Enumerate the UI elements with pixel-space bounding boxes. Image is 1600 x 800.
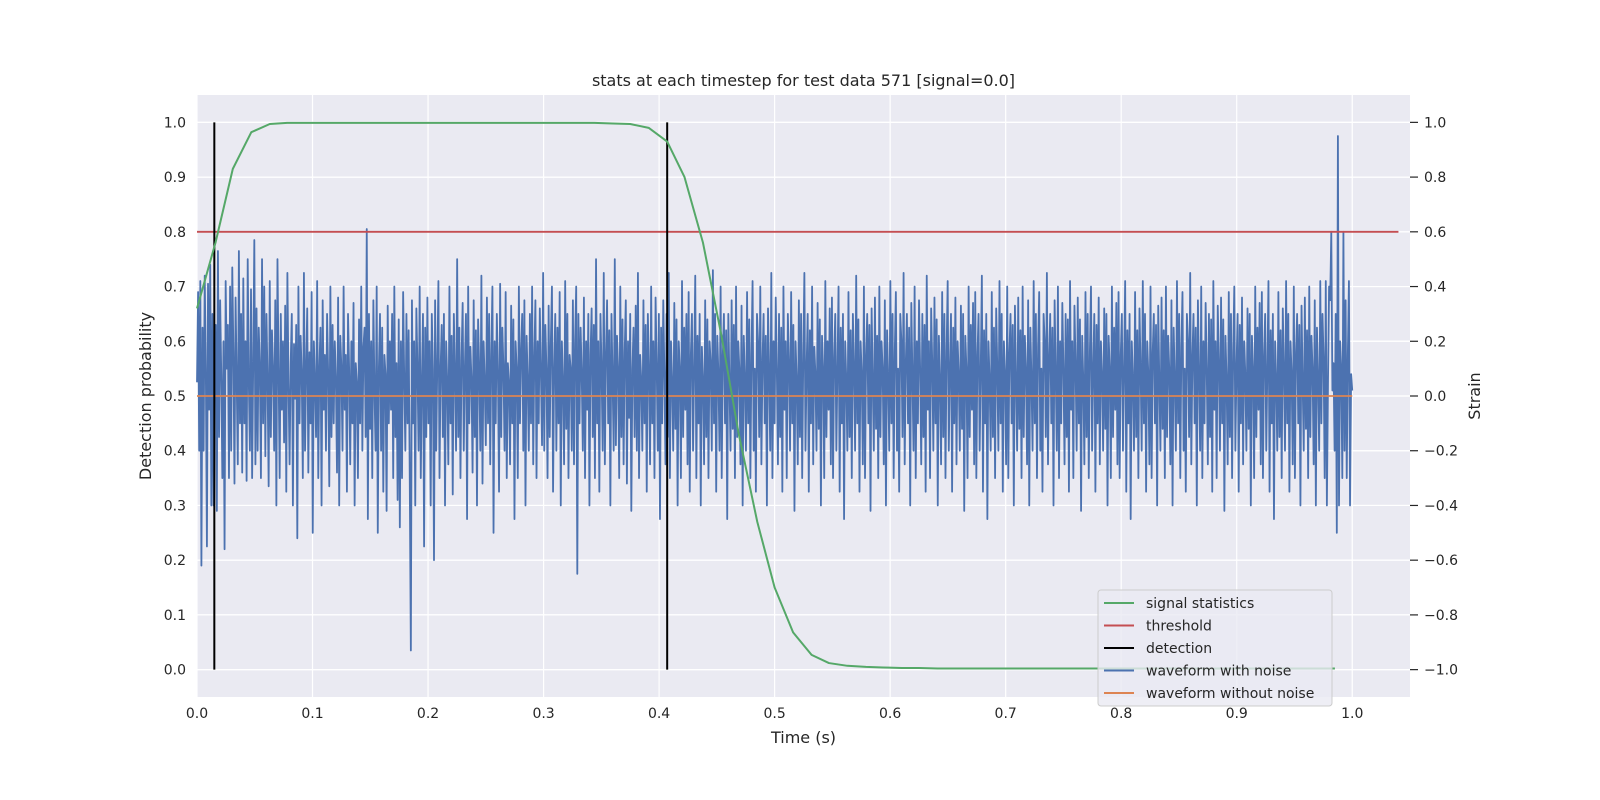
x-tick-label: 0.2 [417, 706, 439, 722]
x-tick-label: 0.8 [1110, 706, 1132, 722]
x-tick-label: 1.0 [1341, 706, 1363, 722]
legend-label: signal statistics [1146, 596, 1254, 612]
x-tick-label: 0.5 [763, 706, 785, 722]
right-tick-label: −1.0 [1424, 663, 1458, 679]
left-tick-label: 0.8 [164, 225, 186, 241]
left-axis-ticks: 0.0 0.1 0.2 0.3 0.4 0.5 0.6 0.7 0.8 0.9 1.0 [164, 115, 186, 678]
left-tick-label: 0.9 [164, 170, 186, 186]
x-tick-label: 0.9 [1226, 706, 1248, 722]
legend-label: waveform with noise [1146, 664, 1291, 680]
legend-label: detection [1146, 641, 1212, 657]
legend-label: threshold [1146, 619, 1212, 635]
series-waveform-with-noise [196, 135, 1354, 652]
right-tick-label: 0.4 [1424, 280, 1446, 296]
chart-title: stats at each timestep for test data 571… [592, 71, 1015, 90]
right-tick-label: −0.8 [1424, 608, 1458, 624]
left-tick-label: 0.0 [164, 663, 186, 679]
left-tick-label: 0.4 [164, 444, 186, 460]
right-tick-label: 1.0 [1424, 115, 1446, 131]
left-tick-label: 0.2 [164, 553, 186, 569]
x-axis-label: Time (s) [770, 728, 836, 747]
x-tick-label: 0.3 [532, 706, 554, 722]
right-tick-label: 0.6 [1424, 225, 1446, 241]
right-tick-label: −0.6 [1424, 553, 1458, 569]
legend-label: waveform without noise [1146, 686, 1314, 702]
left-tick-label: 0.5 [164, 389, 186, 405]
x-tick-label: 0.6 [879, 706, 901, 722]
right-tick-label: 0.8 [1424, 170, 1446, 186]
left-tick-label: 0.6 [164, 334, 186, 350]
x-axis-ticks: 0.0 0.1 0.2 0.3 0.4 0.5 0.6 0.7 0.8 0.9 1.0 [186, 706, 1364, 722]
right-tick-label: 0.0 [1424, 389, 1446, 405]
right-tick-label: 0.2 [1424, 334, 1446, 350]
right-axis-ticks: −1.0 −0.8 −0.6 −0.4 −0.2 0.0 0.2 0.4 0.6 0.8 1.0 [1410, 115, 1458, 679]
x-tick-label: 0.0 [186, 706, 208, 722]
left-tick-label: 0.3 [164, 498, 186, 514]
legend-box [1097, 589, 1333, 707]
left-tick-label: 0.1 [164, 608, 186, 624]
right-tick-label: −0.4 [1424, 498, 1458, 514]
y-axis-label: Detection probability [136, 312, 155, 480]
right-y-axis-label: Strain [1465, 372, 1484, 419]
x-tick-label: 0.4 [648, 706, 670, 722]
x-tick-label: 0.7 [995, 706, 1017, 722]
right-tick-label: −0.2 [1424, 444, 1458, 460]
left-tick-label: 0.7 [164, 280, 186, 296]
left-tick-label: 1.0 [164, 115, 186, 131]
legend: signal statistics threshold detection wavef… [1097, 589, 1333, 707]
x-tick-label: 0.1 [301, 706, 323, 722]
